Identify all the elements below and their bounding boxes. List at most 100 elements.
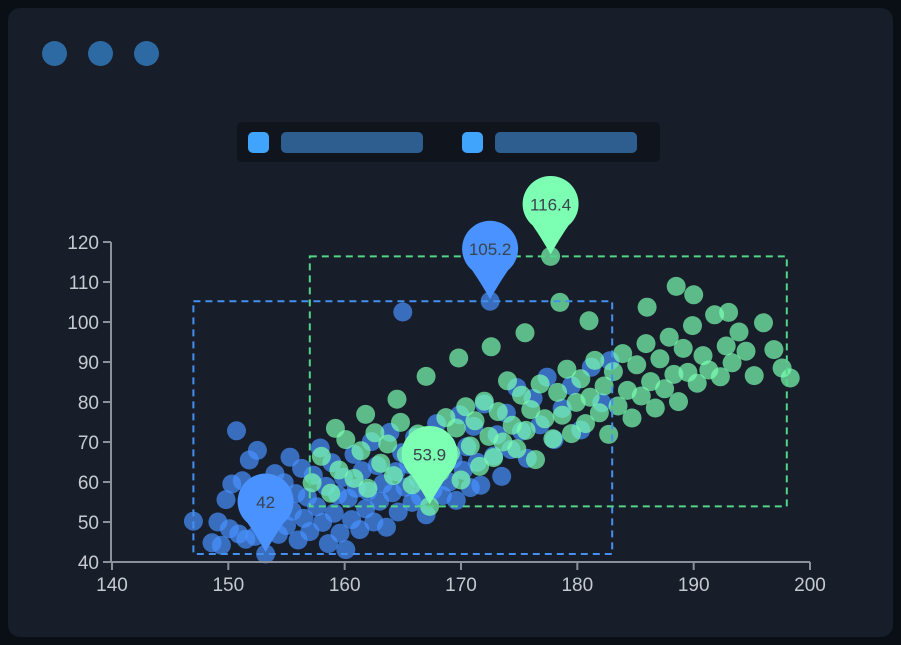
series-green-point	[571, 369, 591, 389]
series-green-point	[416, 366, 436, 386]
y-tick-label: 110	[69, 273, 99, 294]
series-green-point	[594, 376, 614, 396]
series-blue-point	[227, 421, 246, 441]
series-green-point	[683, 316, 702, 336]
series-green-point	[351, 441, 371, 461]
series-green-point	[659, 327, 679, 347]
series-blue-point	[256, 544, 276, 564]
series-green-point	[645, 398, 665, 418]
y-tick-label: 70	[78, 433, 99, 454]
x-tick-label: 150	[212, 575, 244, 596]
series-green-point	[384, 466, 403, 486]
series-green-point	[608, 396, 628, 416]
series-green-point	[655, 379, 675, 399]
legend-placeholder-bar	[495, 131, 637, 153]
series-green-point	[451, 470, 471, 490]
series-green-mark-area	[308, 255, 788, 508]
x-tick-label: 180	[561, 575, 593, 596]
x-tick-label: 160	[329, 575, 361, 596]
app-window	[8, 8, 893, 637]
series-blue-point	[183, 511, 203, 531]
series-green-point	[585, 350, 605, 370]
series-green-point	[329, 460, 349, 480]
y-tick-label: 120	[67, 233, 99, 254]
series-green-point	[684, 285, 704, 305]
window-controls	[42, 41, 159, 66]
series-blue-point	[330, 523, 350, 543]
series-green-point	[764, 340, 784, 360]
series-blue-min-pin-icon	[237, 473, 294, 552]
window-control-dot-2[interactable]	[88, 41, 113, 66]
series-blue-point	[393, 302, 413, 322]
series-green-point	[722, 353, 742, 373]
series-green-point	[378, 434, 398, 454]
series-green-point	[474, 391, 494, 411]
series-green-point	[488, 402, 508, 422]
series-green-point	[470, 456, 490, 476]
series-green-point	[387, 389, 407, 409]
series-green-point	[729, 322, 749, 342]
series-green-point	[641, 372, 661, 392]
series-green-point	[526, 450, 545, 470]
series-blue-point	[492, 466, 512, 486]
series-green-point	[481, 337, 501, 357]
window-control-dot-1[interactable]	[42, 41, 67, 66]
series-green-point	[465, 411, 485, 431]
series-green-point	[530, 374, 550, 394]
series-green-point	[365, 423, 385, 443]
series-green-point	[302, 473, 322, 493]
x-tick-label: 170	[445, 575, 477, 596]
series-blue-point	[324, 503, 344, 523]
series-green-point	[484, 448, 504, 468]
series-blue-point	[247, 440, 267, 460]
legend-item-series-1[interactable]	[248, 131, 423, 153]
series-blue-max-pin-label: 105.2	[469, 240, 512, 259]
series-green-point	[356, 404, 376, 424]
series-green-point	[719, 302, 739, 322]
series-green-point	[507, 439, 527, 459]
series-green-point	[576, 414, 595, 434]
series-green-point	[669, 392, 688, 412]
series-green-point	[754, 313, 773, 333]
series-green-point	[460, 436, 480, 456]
series-green-point	[631, 386, 651, 406]
series-green-point	[548, 382, 568, 402]
series-green-point	[580, 387, 600, 407]
chart-legend	[237, 122, 660, 162]
series-green-point	[515, 323, 535, 343]
series-green-point	[516, 420, 536, 440]
series-green-min-pin-label: 53.9	[413, 445, 446, 464]
series-green-point	[344, 468, 364, 488]
series-green-point	[650, 349, 670, 369]
series-green-point	[780, 368, 800, 388]
series-green-point	[456, 397, 476, 417]
series-green-point	[521, 400, 541, 420]
series-green-point	[636, 334, 656, 354]
series-blue-point	[307, 497, 327, 517]
series-green-point	[311, 446, 331, 466]
series-green-point	[716, 336, 736, 356]
x-tick-label: 140	[96, 575, 128, 596]
series-green-point	[321, 483, 341, 503]
series-green-point	[613, 344, 633, 364]
y-tick-label: 100	[67, 313, 99, 334]
series-blue-max-pin-icon	[462, 220, 519, 300]
y-tick-label: 90	[78, 353, 99, 374]
series-green-point	[535, 409, 555, 429]
series-green-point	[693, 346, 713, 366]
series-green-point	[446, 418, 466, 438]
series-green-point	[589, 403, 609, 423]
legend-swatch-icon	[248, 131, 269, 153]
series-green-point	[710, 367, 730, 387]
series-blue-point	[211, 535, 231, 555]
x-tick-label: 190	[678, 575, 710, 596]
x-tick-label: 200	[794, 575, 826, 596]
series-blue-point	[216, 490, 236, 510]
y-tick-label: 40	[78, 553, 99, 574]
window-control-dot-3[interactable]	[134, 41, 159, 66]
series-green-min-pin-icon	[401, 425, 458, 505]
legend-item-series-2[interactable]	[462, 131, 637, 153]
series-green-point	[562, 424, 581, 444]
y-tick-label: 80	[78, 393, 99, 414]
